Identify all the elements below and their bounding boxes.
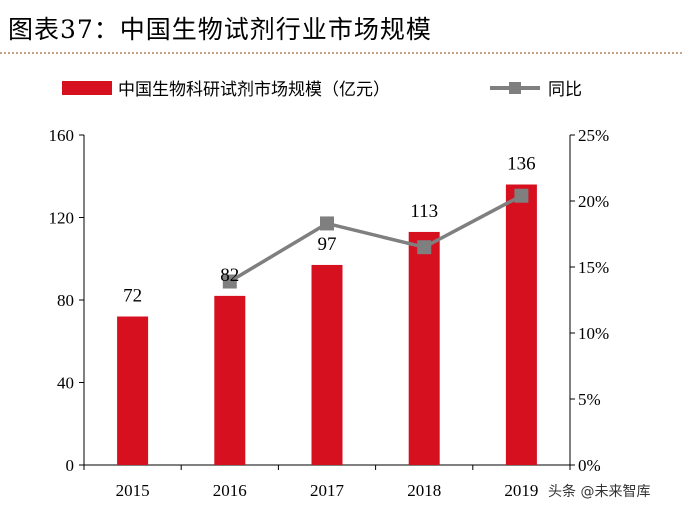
y-tick-label-right: 25%	[578, 126, 609, 145]
x-tick-label: 2015	[116, 481, 150, 500]
bars	[117, 184, 537, 465]
y-tick-label-right: 20%	[578, 192, 609, 211]
y-tick-label-left: 160	[49, 126, 75, 145]
x-tick-label: 2019	[504, 481, 538, 500]
x-tick-label: 2016	[213, 481, 247, 500]
legend-line-marker	[509, 82, 521, 94]
y-tick-label-left: 120	[49, 209, 75, 228]
bar-value-label: 97	[318, 234, 337, 255]
y-tick-label-right: 15%	[578, 258, 609, 277]
bar	[311, 264, 343, 465]
x-tick-label: 2018	[407, 481, 441, 500]
bar-value-label: 113	[410, 201, 438, 222]
y-tick-label-left: 40	[57, 374, 74, 393]
bar-value-label: 136	[507, 154, 536, 175]
legend-line-label: 同比	[548, 80, 582, 100]
data-labels: 72 82 97 113 136	[123, 154, 536, 307]
bar	[408, 231, 440, 465]
yoy-marker	[222, 274, 237, 289]
y-tick-label-left: 0	[66, 456, 75, 475]
y-tick-label-right: 5%	[578, 390, 601, 409]
axes: 0 40 80 120 160 0% 5% 10% 15% 20% 25% 2015 2016 2017 2…	[49, 126, 610, 500]
figure-title: 图表37：中国生物试剂行业市场规模	[8, 15, 432, 44]
yoy-marker	[417, 240, 432, 255]
yoy-line-series	[222, 188, 529, 289]
y-tick-label-left: 80	[57, 291, 74, 310]
bar	[505, 184, 537, 465]
bar	[117, 316, 149, 465]
legend: 中国生物科研试剂市场规模（亿元） 同比	[62, 80, 582, 100]
y-tick-label-right: 0%	[578, 456, 601, 475]
bar-value-label: 72	[123, 286, 142, 307]
bar	[214, 295, 246, 465]
watermark: 头条 @未来智库	[548, 483, 650, 500]
bar-value-label: 82	[220, 265, 239, 286]
x-tick-label: 2017	[310, 481, 345, 500]
yoy-marker	[320, 216, 334, 231]
legend-bar-label: 中国生物科研试剂市场规模（亿元）	[118, 80, 390, 100]
y-tick-label-right: 10%	[578, 324, 609, 343]
legend-bar-swatch	[62, 81, 112, 95]
yoy-marker	[514, 188, 529, 203]
title-divider	[0, 52, 682, 54]
yoy-line	[228, 194, 523, 284]
